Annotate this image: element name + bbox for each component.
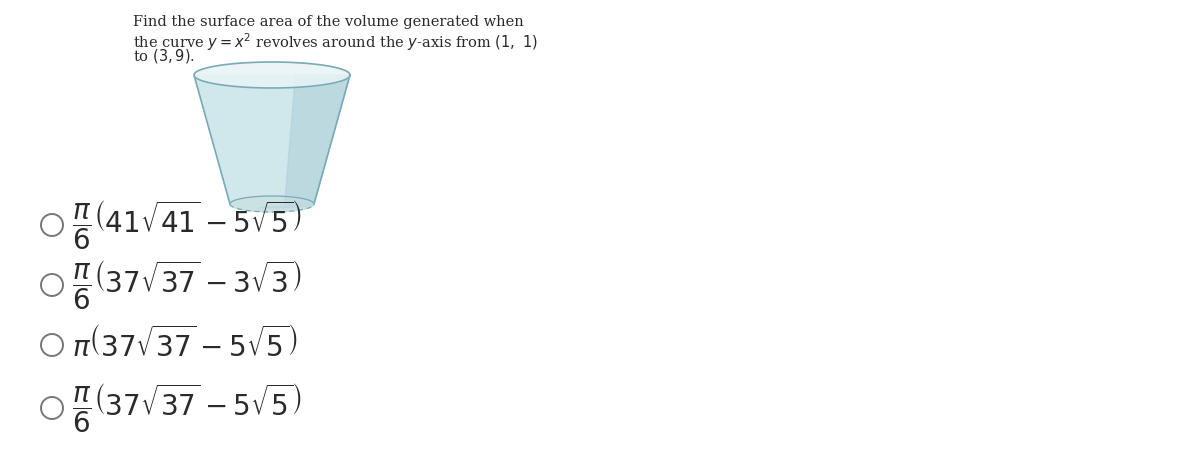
Polygon shape [259, 75, 350, 208]
Text: the curve $y = x^2$ revolves around the $y$-axis from $(1,\ 1)$: the curve $y = x^2$ revolves around the … [133, 31, 538, 53]
Text: $\pi\left(37\sqrt{37} - 5\sqrt{5}\right)$: $\pi\left(37\sqrt{37} - 5\sqrt{5}\right)… [72, 327, 298, 363]
Text: $\dfrac{\pi}{6}\left(37\sqrt{37} - 3\sqrt{3}\right)$: $\dfrac{\pi}{6}\left(37\sqrt{37} - 3\sqr… [72, 258, 302, 311]
Polygon shape [194, 75, 350, 212]
Text: Find the surface area of the volume generated when: Find the surface area of the volume gene… [133, 15, 523, 29]
Text: $\dfrac{\pi}{6}\left(37\sqrt{37} - 5\sqrt{5}\right)$: $\dfrac{\pi}{6}\left(37\sqrt{37} - 5\sqr… [72, 381, 302, 435]
Text: $\dfrac{\pi}{6}\left(41\sqrt{41} - 5\sqrt{5}\right)$: $\dfrac{\pi}{6}\left(41\sqrt{41} - 5\sqr… [72, 198, 302, 251]
Polygon shape [194, 62, 350, 88]
Text: to $(3, 9)$.: to $(3, 9)$. [133, 47, 196, 65]
Polygon shape [230, 196, 314, 212]
